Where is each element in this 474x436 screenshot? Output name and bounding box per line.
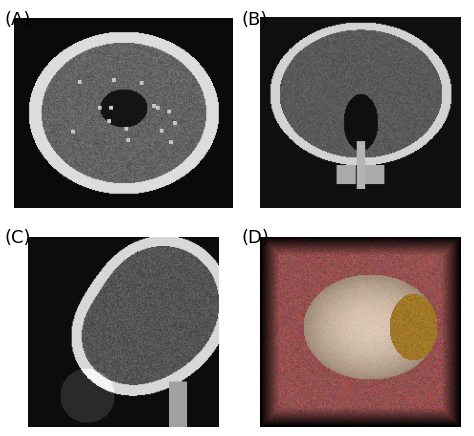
Text: (C): (C) [5, 229, 31, 247]
Text: (B): (B) [242, 11, 268, 29]
Text: (D): (D) [242, 229, 270, 247]
Text: (A): (A) [5, 11, 31, 29]
